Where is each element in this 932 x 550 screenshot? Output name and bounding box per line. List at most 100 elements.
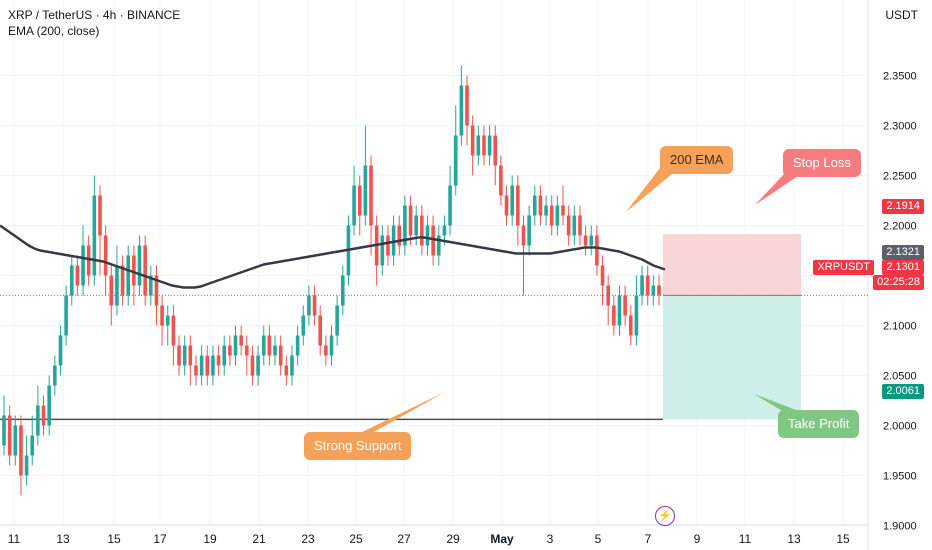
candle-body [561, 205, 565, 216]
x-tick-label: May [490, 532, 514, 546]
candle-body [606, 285, 610, 306]
ema-callout-pointer [626, 168, 672, 212]
candle-body [335, 305, 339, 336]
x-tick-label: 15 [107, 532, 121, 546]
candle-body [13, 425, 18, 456]
candle-body [154, 275, 159, 306]
candle-body [645, 275, 650, 296]
candle-body [504, 195, 509, 216]
candle-body [516, 185, 520, 226]
candle-body [527, 215, 531, 246]
candle-body [205, 355, 210, 376]
candle-body [403, 205, 407, 246]
y-tick-label: 1.9500 [883, 471, 917, 483]
candle-body [453, 135, 458, 186]
candle-body [278, 345, 283, 366]
candle-body [75, 265, 80, 286]
candle-body [301, 315, 306, 336]
x-tick-label: 21 [252, 532, 266, 546]
candle-body [233, 335, 238, 356]
candle-body [222, 345, 227, 366]
candle-body [425, 225, 430, 246]
candle-body [600, 265, 605, 286]
y-tick-label: 2.3000 [883, 121, 917, 133]
candle-body [137, 245, 142, 286]
target-price-tag: 2.0061 [882, 384, 924, 399]
ema-annotation: 200 EMA [660, 146, 734, 174]
candle-body [651, 285, 656, 296]
candle-body [436, 235, 441, 256]
candle-body [171, 315, 176, 346]
tp-callout-pointer [754, 394, 796, 412]
lightning-icon[interactable]: ⚡ [655, 506, 675, 526]
candle-body [126, 255, 131, 296]
candle-body [228, 345, 232, 356]
y-tick-label: 2.0000 [883, 421, 917, 433]
candle-body [459, 85, 464, 136]
candle-body [634, 295, 639, 336]
candle-body [41, 405, 46, 426]
candle-body [30, 435, 35, 456]
candle-body [612, 305, 616, 326]
candle-body [188, 345, 193, 366]
candle-body [572, 215, 577, 236]
candle-body [98, 195, 102, 236]
candle-body [482, 135, 486, 156]
candle-body [555, 205, 560, 226]
candle-body [623, 295, 627, 316]
candle-body [24, 455, 29, 476]
candle-body [149, 275, 153, 296]
candle-body [657, 285, 661, 296]
candle-body [160, 305, 164, 326]
ema-200-line [0, 224, 666, 289]
candle-body [143, 245, 147, 296]
candle-body [544, 205, 548, 216]
x-tick-label: 29 [446, 532, 460, 546]
x-tick-label: 5 [595, 532, 602, 546]
candle-body [86, 245, 91, 276]
indicator-legend[interactable]: EMA (200, close) [8, 24, 100, 38]
candle-body [431, 225, 435, 256]
candle-body [295, 335, 300, 356]
candle-body [352, 185, 356, 226]
candle-body [182, 345, 187, 366]
candle-body [261, 335, 266, 356]
candle-body [532, 195, 537, 216]
chart-title: XRP / TetherUS · 4h · BINANCE [8, 8, 181, 22]
support-callout-pointer [360, 392, 445, 433]
x-tick-label: 9 [694, 532, 701, 546]
candle-body [81, 245, 85, 286]
x-tick-label: 11 [8, 532, 21, 546]
y-tick-label: 2.2500 [883, 171, 917, 183]
candle-body [380, 235, 385, 266]
candle-body [578, 215, 582, 236]
candle-body [493, 135, 498, 166]
candle-body [165, 315, 170, 326]
stop-price-tag: 2.1914 [882, 199, 924, 214]
candle-body [194, 365, 198, 376]
x-tick-label: 17 [153, 532, 167, 546]
candle-body [340, 275, 345, 306]
x-tick-label: 23 [301, 532, 315, 546]
candle-body [273, 345, 277, 356]
candles-group [2, 65, 661, 496]
last-price-tag: 2.1301 [882, 260, 924, 275]
candle-body [465, 85, 469, 126]
x-tick-label: 7 [645, 532, 652, 546]
candle-body [47, 385, 51, 426]
candle-body [470, 125, 475, 156]
take-profit-annotation: Take Profit [778, 410, 860, 438]
candle-body [391, 225, 396, 256]
candle-body [69, 265, 74, 296]
currency-label: USDT [885, 8, 918, 22]
candle-body [420, 215, 424, 246]
candle-body [19, 425, 23, 476]
y-tick-label: 2.0500 [883, 371, 917, 383]
y-tick-label: 2.2000 [883, 221, 917, 233]
candle-body [318, 315, 323, 346]
candle-body [386, 235, 390, 256]
x-tick-label: 19 [203, 532, 217, 546]
candle-body [414, 215, 418, 236]
take-profit-zone [663, 295, 801, 420]
